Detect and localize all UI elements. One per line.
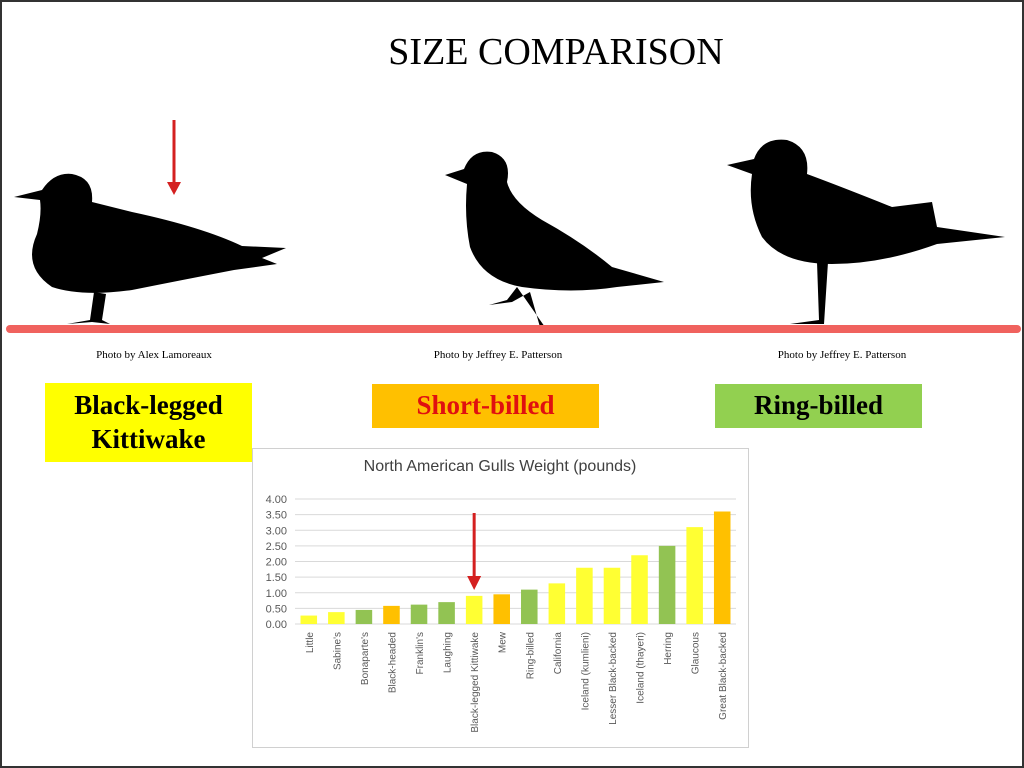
x-tick-label: California: [553, 632, 564, 675]
bar: [631, 555, 648, 624]
bar: [713, 511, 731, 624]
photo-credit: Photo by Jeffrey E. Patterson: [433, 349, 563, 361]
bird-short-billed: [445, 151, 664, 330]
species-label: Black-legged Kittiwake: [45, 383, 252, 462]
bar: [438, 602, 455, 624]
bar: [603, 567, 621, 624]
x-tick-label: Black-legged Kittiwake: [470, 632, 481, 733]
photo-credit: Photo by Alex Lamoreaux: [96, 349, 212, 361]
x-tick-label: Black-headed: [387, 632, 398, 693]
x-tick-label: Great Black-backed: [718, 632, 729, 720]
x-tick-label: Laughing: [443, 632, 454, 673]
bar: [576, 567, 593, 624]
x-tick-label: Iceland (thayeri): [636, 632, 647, 704]
x-tick-label: Iceland (kumlieni): [580, 632, 591, 710]
x-tick-label: Glaucous: [691, 632, 702, 674]
species-label: Short-billed: [372, 384, 599, 428]
y-tick-label: 0.00: [266, 619, 287, 631]
arrow-head: [167, 182, 181, 195]
bar: [383, 605, 400, 624]
x-tick-label: Mew: [498, 631, 509, 653]
x-tick-label: Little: [305, 632, 316, 654]
bar: [658, 545, 676, 624]
chart: North American Gulls Weight (pounds) 0.0…: [252, 448, 749, 748]
x-tick-label: Sabine's: [332, 632, 343, 670]
chart-title: North American Gulls Weight (pounds): [364, 458, 637, 475]
bar: [493, 594, 510, 624]
y-tick-label: 1.50: [266, 572, 287, 584]
bar: [410, 604, 428, 624]
bar: [355, 609, 373, 624]
birds: [6, 120, 1021, 333]
y-tick-label: 4.00: [266, 494, 287, 506]
bird-ring-billed: [727, 139, 1005, 324]
y-tick-label: 3.50: [266, 510, 287, 522]
x-tick-label: Franklin's: [415, 632, 426, 674]
x-tick-label: Ring-billed: [525, 632, 536, 679]
bar: [328, 612, 345, 624]
slide-title: SIZE COMPARISON: [388, 31, 724, 73]
bird-kittiwake: [14, 173, 286, 324]
x-tick-label: Bonaparte's: [360, 632, 371, 685]
bar: [300, 615, 318, 624]
bar: [465, 595, 483, 624]
bar: [521, 589, 538, 624]
y-tick-label: 2.00: [266, 557, 287, 569]
y-tick-label: 2.50: [266, 541, 287, 553]
arrow-head: [467, 576, 482, 590]
x-tick-label: Herring: [663, 632, 674, 665]
y-tick-label: 1.00: [266, 588, 287, 600]
photo-credit: Photo by Jeffrey E. Patterson: [777, 349, 907, 361]
bar: [686, 527, 703, 624]
y-tick-label: 3.00: [266, 525, 287, 537]
species-label: Ring-billed: [715, 384, 922, 428]
x-tick-label: Lesser Black-backed: [608, 632, 619, 725]
bar: [548, 583, 566, 624]
y-tick-label: 0.50: [266, 603, 287, 615]
